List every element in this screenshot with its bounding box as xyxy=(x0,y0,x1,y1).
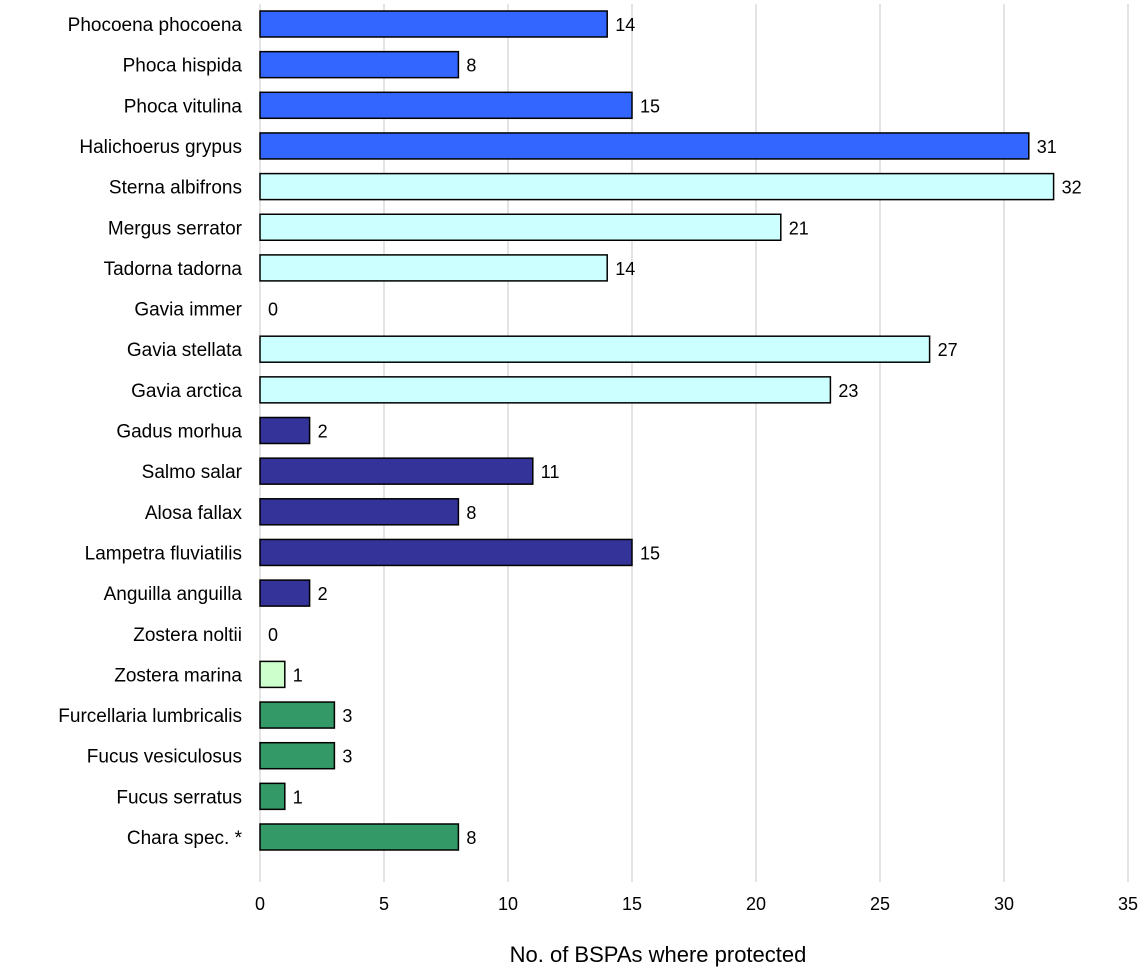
bar xyxy=(259,335,931,363)
category-label: Chara spec. * xyxy=(127,828,243,849)
data-label: 14 xyxy=(615,259,635,279)
category-label: Gavia arctica xyxy=(131,381,242,402)
x-tick-label: 10 xyxy=(498,894,518,914)
category-label: Mergus serrator xyxy=(108,218,243,239)
data-label: 8 xyxy=(466,828,476,848)
bar xyxy=(259,660,286,689)
category-label: Alosa fallax xyxy=(145,503,243,524)
data-label: 32 xyxy=(1062,178,1082,198)
data-label: 14 xyxy=(615,15,635,35)
category-label: Tadorna tadorna xyxy=(104,259,243,280)
category-label: Gadus morhua xyxy=(116,422,242,443)
bars xyxy=(259,10,1055,851)
bar xyxy=(259,416,311,445)
x-axis-title: No. of BSPAs where protected xyxy=(510,942,807,967)
data-label: 15 xyxy=(640,96,660,116)
x-tick-label: 15 xyxy=(622,894,642,914)
category-label: Anguilla anguilla xyxy=(104,584,243,605)
x-tick-label: 0 xyxy=(255,894,265,914)
data-label: 8 xyxy=(466,503,476,523)
data-label: 21 xyxy=(789,218,809,238)
data-label: 3 xyxy=(342,706,352,726)
bar xyxy=(259,50,460,79)
x-tick-label: 35 xyxy=(1118,894,1138,914)
x-tick-label: 25 xyxy=(870,894,890,914)
bar xyxy=(259,172,1055,201)
bar xyxy=(259,376,832,404)
bar xyxy=(259,579,311,607)
category-label: Phoca vitulina xyxy=(124,96,243,117)
category-label: Phocoena phocoena xyxy=(68,15,243,36)
category-label: Halichoerus grypus xyxy=(79,137,242,158)
bar xyxy=(259,538,633,567)
bar xyxy=(259,782,286,811)
data-label: 3 xyxy=(342,747,352,767)
data-label: 1 xyxy=(293,665,303,685)
bar xyxy=(259,91,633,120)
x-tick-labels: 0 5 10 15 20 25 30 35 xyxy=(255,894,1138,914)
category-label: Fucus vesiculosus xyxy=(87,747,242,768)
bar xyxy=(259,498,460,526)
x-tick-label: 30 xyxy=(994,894,1014,914)
category-label: Salmo salar xyxy=(142,462,243,483)
category-labels: Phocoena phocoena Phoca hispida Phoca vitu… xyxy=(58,15,242,849)
bar xyxy=(259,741,336,770)
category-label: Furcellaria lumbricalis xyxy=(58,706,242,727)
data-label: 8 xyxy=(466,56,476,76)
data-label: 1 xyxy=(293,787,303,807)
category-label: Lampetra fluviatilis xyxy=(85,543,242,564)
bar xyxy=(259,701,336,729)
bar xyxy=(259,823,460,851)
category-label: Gavia stellata xyxy=(127,340,243,361)
category-label: Zostera noltii xyxy=(133,625,242,646)
x-tick-label: 5 xyxy=(379,894,389,914)
bar xyxy=(259,132,1030,160)
data-label: 27 xyxy=(938,340,958,360)
bar xyxy=(259,254,608,282)
bar xyxy=(259,213,782,241)
data-label: 0 xyxy=(268,300,278,320)
bar xyxy=(259,457,534,485)
category-label: Gavia immer xyxy=(134,300,242,321)
data-label: 23 xyxy=(838,381,858,401)
category-label: Sterna albifrons xyxy=(109,178,242,199)
data-label: 11 xyxy=(541,462,560,482)
data-label: 15 xyxy=(640,543,660,563)
category-label: Fucus serratus xyxy=(116,787,242,808)
data-label: 31 xyxy=(1037,137,1057,157)
category-label: Zostera marina xyxy=(114,665,242,686)
data-label: 0 xyxy=(268,625,278,645)
x-tick-label: 20 xyxy=(746,894,766,914)
data-label: 2 xyxy=(318,584,328,604)
bar xyxy=(259,10,608,38)
data-label: 2 xyxy=(318,422,328,442)
category-label: Phoca hispida xyxy=(123,56,243,77)
